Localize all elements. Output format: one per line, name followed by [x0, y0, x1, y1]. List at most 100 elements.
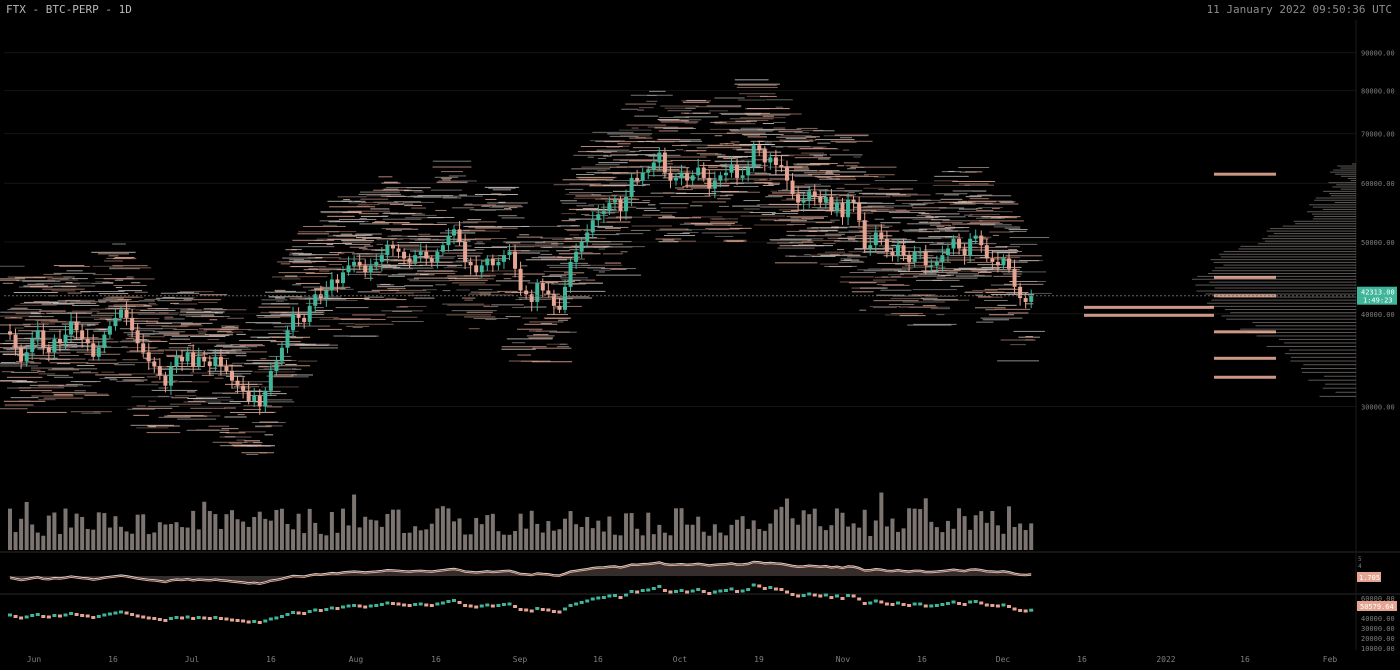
- book-level: [931, 269, 961, 271]
- book-level: [303, 225, 346, 227]
- book-level: [435, 209, 447, 211]
- book-level: [890, 276, 902, 278]
- candle: [884, 238, 889, 252]
- book-level: [391, 230, 402, 232]
- book-level: [364, 277, 374, 279]
- indicator-candle: [57, 614, 62, 618]
- indicator-candle: [607, 594, 612, 598]
- book-level: [944, 227, 970, 229]
- indicator-candle: [91, 616, 96, 619]
- book-level: [463, 275, 496, 277]
- indicator-candle: [857, 597, 862, 601]
- volume-bar: [590, 528, 595, 550]
- book-level: [991, 251, 1023, 253]
- book-level: [101, 371, 115, 373]
- book-level: [515, 299, 522, 301]
- book-level: [148, 302, 157, 304]
- book-level: [473, 317, 509, 319]
- candle: [246, 390, 251, 402]
- book-level: [708, 229, 740, 231]
- book-level: [922, 299, 958, 301]
- book-level: [558, 253, 601, 255]
- book-level: [962, 201, 997, 203]
- book-level: [462, 221, 497, 223]
- book-level: [655, 238, 682, 240]
- book-level: [843, 254, 861, 256]
- book-level: [830, 254, 840, 256]
- profile-bar: [1323, 190, 1356, 192]
- book-level: [926, 266, 933, 268]
- volume-bar: [612, 534, 617, 550]
- book-level: [760, 219, 776, 221]
- profile-bar: [1329, 193, 1356, 195]
- book-level: [934, 175, 969, 177]
- book-level: [838, 231, 865, 233]
- book-level: [122, 359, 138, 361]
- book-level: [663, 163, 673, 165]
- book-level: [1004, 227, 1021, 229]
- book-level: [92, 274, 112, 276]
- volume-bar: [429, 523, 434, 550]
- volume-bar: [668, 535, 673, 550]
- book-level: [892, 295, 922, 297]
- book-level: [965, 291, 1005, 293]
- book-level: [924, 249, 946, 251]
- indicator-candle: [30, 614, 35, 617]
- book-level: [970, 269, 1011, 271]
- indicator-candle: [202, 616, 207, 620]
- book-level: [288, 260, 327, 262]
- book-level: [1012, 280, 1046, 282]
- book-level: [579, 179, 614, 181]
- candle: [973, 235, 978, 239]
- book-level: [209, 367, 218, 369]
- profile-bar: [1205, 293, 1356, 295]
- x-tick-label: Nov: [836, 655, 851, 664]
- book-level: [842, 202, 883, 204]
- volume-bar: [768, 523, 773, 550]
- book-level: [262, 393, 287, 395]
- candle: [907, 255, 912, 262]
- book-level: [939, 259, 976, 261]
- book-level: [917, 237, 964, 239]
- book-level: [284, 275, 298, 277]
- book-level: [246, 453, 259, 455]
- book-level: [402, 203, 414, 205]
- book-level: [414, 239, 445, 241]
- book-level: [571, 168, 611, 170]
- indicator-candle: [651, 587, 656, 590]
- book-level: [452, 207, 475, 209]
- candle: [979, 235, 984, 246]
- book-level: [190, 355, 204, 357]
- book-level: [825, 199, 856, 201]
- book-level: [721, 113, 761, 115]
- volume-bar: [923, 498, 928, 550]
- book-level: [127, 408, 155, 410]
- book-level: [201, 315, 215, 317]
- book-level: [723, 239, 747, 241]
- book-level: [236, 333, 246, 335]
- book-level: [222, 346, 249, 348]
- x-tick-label: 16: [917, 655, 927, 664]
- indicator-candle: [246, 620, 251, 624]
- book-level: [38, 310, 67, 312]
- book-level: [707, 145, 752, 147]
- candle: [357, 261, 362, 266]
- x-tick-label: Sep: [513, 655, 528, 664]
- book-level: [918, 212, 930, 214]
- book-level: [4, 317, 23, 319]
- book-level: [126, 351, 145, 353]
- book-level: [170, 302, 179, 304]
- candle: [379, 255, 384, 262]
- book-level: [432, 166, 472, 168]
- profile-bar: [1238, 248, 1356, 250]
- book-level: [0, 362, 16, 364]
- indicator-candle: [435, 602, 440, 606]
- book-level: [786, 234, 795, 236]
- book-level: [291, 374, 314, 376]
- book-level: [747, 115, 790, 117]
- book-level: [769, 239, 812, 241]
- indicator-candle: [224, 617, 229, 621]
- book-level: [141, 352, 164, 354]
- book-level: [768, 174, 813, 176]
